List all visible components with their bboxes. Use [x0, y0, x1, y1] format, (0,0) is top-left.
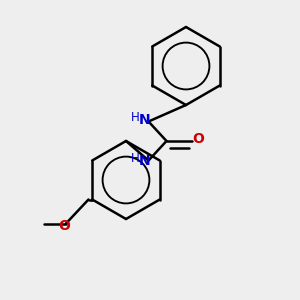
- Text: N: N: [139, 154, 151, 168]
- Text: N: N: [139, 113, 151, 127]
- Text: O: O: [58, 219, 70, 233]
- Text: O: O: [193, 132, 205, 145]
- Text: H: H: [131, 111, 140, 124]
- Text: H: H: [131, 152, 140, 165]
